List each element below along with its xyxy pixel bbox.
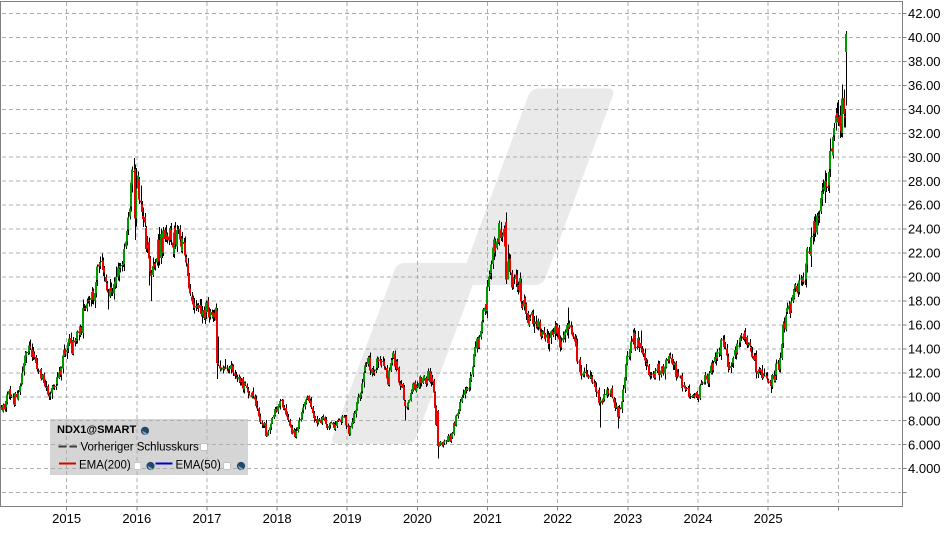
svg-text:34.00: 34.00: [908, 102, 941, 117]
svg-text:NDX1@SMART: NDX1@SMART: [57, 424, 136, 436]
svg-text:16.00: 16.00: [908, 318, 941, 333]
svg-text:2021: 2021: [473, 511, 502, 526]
svg-text:32.00: 32.00: [908, 126, 941, 141]
svg-text:6.000: 6.000: [908, 437, 941, 452]
svg-text:40.00: 40.00: [908, 30, 941, 45]
svg-text:Vorheriger Schlusskurs: Vorheriger Schlusskurs: [81, 442, 199, 454]
svg-text:2016: 2016: [122, 511, 151, 526]
svg-text:22.00: 22.00: [908, 246, 941, 261]
svg-text:42.00: 42.00: [908, 6, 941, 21]
svg-text:36.00: 36.00: [908, 78, 941, 93]
svg-text:38.00: 38.00: [908, 54, 941, 69]
svg-text:26.00: 26.00: [908, 198, 941, 213]
svg-text:2019: 2019: [333, 511, 362, 526]
svg-text:EMA(200): EMA(200): [79, 460, 131, 472]
svg-text:28.00: 28.00: [908, 174, 941, 189]
svg-text:8.000: 8.000: [908, 413, 941, 428]
svg-text:24.00: 24.00: [908, 222, 941, 237]
svg-text:2017: 2017: [192, 511, 221, 526]
svg-text:EMA(50): EMA(50): [176, 460, 222, 472]
svg-text:2015: 2015: [52, 511, 81, 526]
svg-text:30.00: 30.00: [908, 150, 941, 165]
svg-text:2025: 2025: [754, 511, 783, 526]
svg-text:14.00: 14.00: [908, 342, 941, 357]
svg-text:2020: 2020: [403, 511, 432, 526]
svg-text:12.00: 12.00: [908, 365, 941, 380]
svg-text:10.00: 10.00: [908, 389, 941, 404]
svg-text:2024: 2024: [684, 511, 713, 526]
svg-text:18.00: 18.00: [908, 294, 941, 309]
svg-text:20.00: 20.00: [908, 270, 941, 285]
svg-text:2023: 2023: [613, 511, 642, 526]
svg-text:2018: 2018: [263, 511, 292, 526]
svg-text:4.000: 4.000: [908, 461, 941, 476]
svg-text:2022: 2022: [543, 511, 572, 526]
